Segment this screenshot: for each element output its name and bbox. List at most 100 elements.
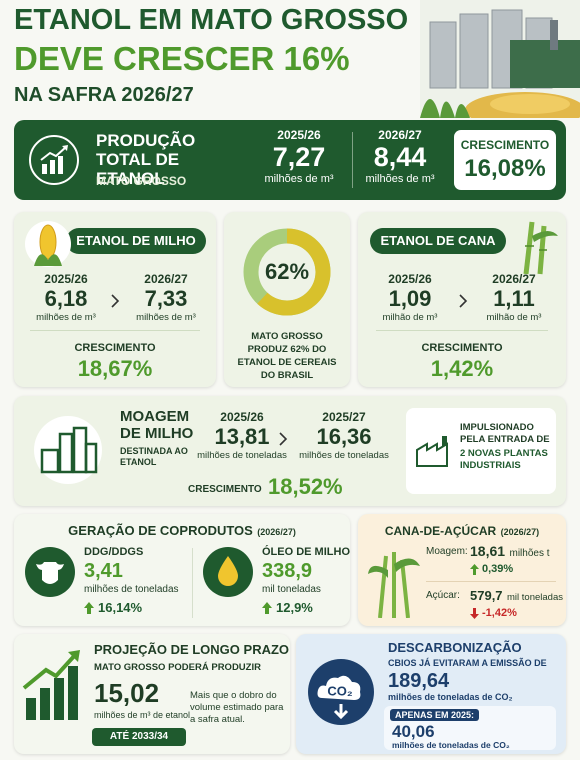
item-figure: 579,7 mil toneladas — [470, 587, 563, 605]
divider — [426, 581, 556, 582]
card-heading: GERAÇÃO DE COPRODUTOS (2026/27) — [14, 522, 350, 540]
growth-label: CRESCIMENTO — [421, 342, 503, 354]
period-block: 2026/27 8,44 milhões de m³ — [354, 128, 446, 185]
descarbonizacao-card: CO₂ DESCARBONIZAÇÃO CBIOS JÁ EVITARAM A … — [296, 634, 566, 754]
sugarcane-icon — [523, 221, 558, 275]
note-highlight: 2 NOVAS PLANTAS INDUSTRIAIS — [460, 448, 548, 471]
period-block: 2026/27 7,33 milhões de m³ — [126, 272, 206, 323]
item-name: ÓLEO DE MILHO — [262, 546, 350, 558]
item-change: -1,42% — [482, 607, 517, 619]
item-unit: mil toneladas — [507, 592, 563, 603]
period-label: 2025/27 — [322, 410, 366, 424]
donut-chart: 62% — [243, 228, 331, 316]
title-line: NA SAFRA 2026/27 — [14, 84, 194, 106]
period-block: 2025/27 16,36 milhões de toneladas — [292, 410, 396, 461]
period-box: APENAS EM 2025: 40,06 milhões de tonelad… — [384, 706, 556, 750]
growth-label: CRESCIMENTO — [460, 138, 550, 152]
growth-label: CRESCIMENTO — [188, 484, 262, 495]
emission-unit: milhões de toneladas de CO₂ — [388, 692, 513, 702]
note-text: IMPULSIONADO PELA ENTRADA DE — [460, 422, 550, 445]
growth-value: 1,42% — [430, 356, 494, 381]
card-subtitle: CBIOS JÁ EVITARAM A EMISSÃO DE — [388, 658, 547, 668]
period-value: 40,06 — [392, 722, 435, 741]
projection-unit: milhões de m³ de etanol — [94, 710, 191, 720]
period-unit: milhões de m³ — [264, 173, 334, 185]
growth-box: CRESCIMENTO 16,08% — [454, 130, 556, 190]
growth-value: 18,67% — [77, 356, 153, 381]
period-label: 2026/27 — [378, 128, 422, 142]
item-name: Açúcar: — [426, 590, 460, 601]
cattle-icon — [25, 547, 75, 597]
total-banner: PRODUÇÃO TOTAL DE ETANOL MATO GROSSO 202… — [14, 120, 566, 200]
divider — [30, 330, 200, 331]
period-label: 2025/26 — [44, 272, 88, 286]
growth-chart-icon — [22, 650, 80, 720]
card-title: ETANOL DE MILHO — [66, 228, 206, 254]
card-title: CANA-DE-AÇÚCAR — [384, 524, 497, 538]
card-subtitle: DESTINADA AO ETANOL — [120, 446, 188, 467]
donut-label: 62% — [265, 259, 309, 284]
period-unit: milhões de m³ — [36, 312, 96, 323]
factory-icon — [34, 416, 102, 484]
period-unit: milhões de toneladas de CO₂ — [392, 740, 510, 750]
banner-subtitle: MATO GROSSO — [96, 174, 187, 188]
chevron — [279, 432, 288, 446]
period-label: 2025/26 — [277, 128, 321, 142]
card-title: ETANOL DE CANA — [370, 228, 506, 254]
donut-arc — [257, 228, 331, 316]
period-value: 8,44 — [373, 142, 427, 172]
growth-value: 16,08% — [464, 155, 546, 182]
chevron — [111, 294, 120, 308]
period-value: 16,36 — [316, 424, 372, 449]
coprodutos-card: GERAÇÃO DE COPRODUTOS (2026/27) DDG/DDGS… — [14, 514, 350, 626]
item-unit: milhões t — [509, 548, 550, 559]
growth-value: 18,52% — [268, 474, 343, 499]
card-title: GERAÇÃO DE COPRODUTOS — [68, 523, 253, 538]
horizon-badge: ATÉ 2033/34 — [92, 728, 186, 746]
milho-card: ETANOL DE MILHO 2025/26 6,18 milhões de … — [14, 212, 216, 387]
period-label: 2026/27 — [144, 272, 188, 286]
divider — [376, 330, 548, 331]
card-title: PROJEÇÃO DE LONGO PRAZO — [94, 642, 290, 657]
period-block: 2025/26 13,81 milhões de toneladas — [192, 410, 292, 461]
period-label: 2025/26 — [220, 410, 264, 424]
card-title: MOAGEM DE MILHO — [120, 408, 194, 442]
growth-label: CRESCIMENTO — [74, 342, 156, 354]
corn-icon — [25, 221, 71, 267]
projection-value: 15,02 — [94, 678, 160, 708]
chevron — [459, 294, 468, 308]
title-line: ETANOL EM MATO GROSSO — [14, 4, 409, 36]
card-period: (2026/27) — [500, 527, 540, 537]
period-unit: milhões de toneladas — [299, 450, 389, 461]
oil-icon — [203, 547, 253, 597]
item-value: 579,7 — [470, 588, 503, 603]
period-unit: milhão de m³ — [486, 312, 542, 323]
projection-note: Mais que o dobro do volume estimado para… — [190, 690, 284, 725]
card-heading: CANA-DE-AÇÚCAR (2026/27) — [358, 522, 566, 540]
item-value: 3,41 — [84, 560, 123, 582]
item-change: 16,14% — [98, 600, 143, 615]
donut-card: 62% MATO GROSSO PRODUZ 62% DO ETANOL DE … — [224, 212, 350, 387]
item-change: 0,39% — [482, 563, 514, 575]
donut-caption: MATO GROSSO PRODUZ 62% DO ETANOL DE CERE… — [237, 331, 337, 381]
divider — [352, 132, 353, 188]
cana-card: ETANOL DE CANA 2025/26 1,09 milhão de m³… — [358, 212, 566, 387]
card-title: DESCARBONIZAÇÃO — [388, 640, 522, 655]
item-unit: mil toneladas — [262, 584, 321, 595]
co2-label: CO₂ — [327, 683, 353, 698]
period-value: 7,27 — [272, 142, 326, 172]
period-unit: milhões de m³ — [365, 173, 435, 185]
item-name: DDG/DDGS — [84, 546, 144, 558]
item-unit: milhões de toneladas — [84, 584, 179, 595]
divider — [192, 548, 193, 618]
item-figure: 18,61 milhões t — [470, 543, 550, 561]
item-value: 18,61 — [470, 543, 506, 559]
period-block: 2025/26 6,18 milhões de m³ — [28, 272, 104, 323]
item-name: Moagem: — [426, 546, 468, 557]
sugarcane-icon — [368, 552, 420, 618]
period-label: 2026/27 — [492, 272, 536, 286]
period-block: 2025/26 1,09 milhão de m³ — [370, 272, 450, 323]
note-box: IMPULSIONADO PELA ENTRADA DE 2 NOVAS PLA… — [406, 408, 556, 494]
up-arrow — [262, 602, 272, 614]
